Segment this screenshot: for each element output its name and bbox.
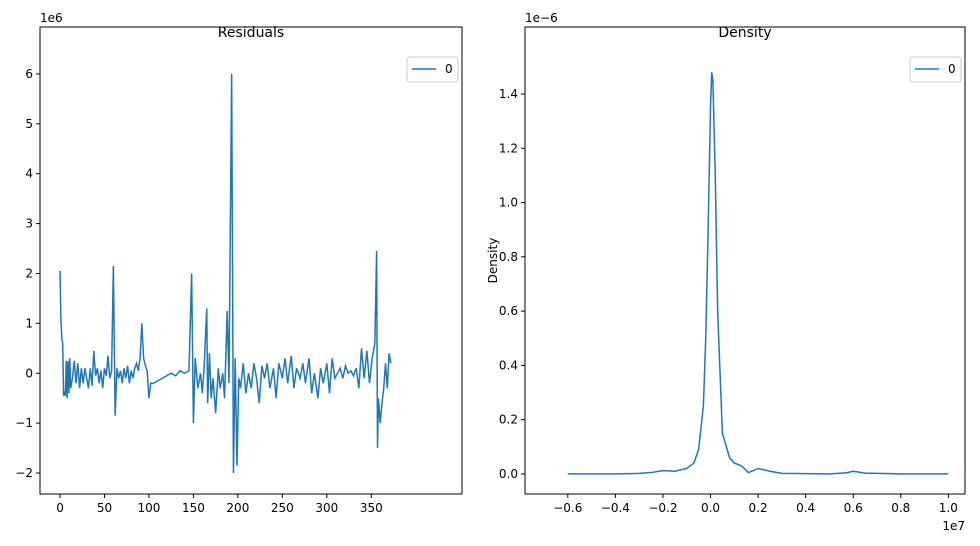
x-tick-label: 250 xyxy=(271,501,294,515)
x-tick-label: −0.6 xyxy=(553,501,582,515)
y-tick-label: 1.4 xyxy=(499,87,518,101)
x-offset-label: 1e7 xyxy=(942,519,965,533)
x-tick-label: 350 xyxy=(360,501,383,515)
data-line xyxy=(59,73,392,474)
y-tick-label: 1.0 xyxy=(499,196,518,210)
axes-frame xyxy=(524,26,966,495)
legend-label: 0 xyxy=(445,62,453,76)
y-tick-label: 0.6 xyxy=(499,304,518,318)
y-tick-label: 1.2 xyxy=(499,141,518,155)
y-tick-label: 0.0 xyxy=(499,467,518,481)
chart-title: Residuals xyxy=(218,25,284,41)
x-tick-label: 0.0 xyxy=(701,501,720,515)
y-tick-label: 0.4 xyxy=(499,358,518,372)
y-tick-label: 2 xyxy=(25,266,33,280)
x-tick-label: 50 xyxy=(97,501,112,515)
data-line xyxy=(567,72,949,475)
legend-label: 0 xyxy=(948,62,956,76)
x-tick-label: 0.4 xyxy=(796,501,815,515)
x-tick-label: −0.2 xyxy=(648,501,677,515)
y-tick-label: 6 xyxy=(25,67,33,81)
axes-frame xyxy=(39,26,463,495)
x-tick-label: 100 xyxy=(137,501,160,515)
y-tick-label: 5 xyxy=(25,117,33,131)
axes: Density −0.6 −0.4 −0.2 0.0 0.2 0.4 0.6 0.8 1.0 0.0… xyxy=(486,11,966,533)
x-tick-label: 1.0 xyxy=(939,501,958,515)
y-axis-label: Density xyxy=(486,238,500,284)
x-tick-label: −0.4 xyxy=(601,501,630,515)
y-offset-label: 1e6 xyxy=(40,11,63,25)
x-tick-label: 0 xyxy=(56,501,64,515)
x-tick-label: 300 xyxy=(315,501,338,515)
y-tick-label: 1 xyxy=(25,316,33,330)
y-tick-label: 0.2 xyxy=(499,413,518,427)
y-tick-label: 0 xyxy=(25,366,33,380)
y-tick-label: −1 xyxy=(15,416,33,430)
x-tick-label: 200 xyxy=(226,501,249,515)
x-tick-label: 150 xyxy=(182,501,205,515)
x-tick-label: 0.8 xyxy=(891,501,910,515)
y-tick-label: 0.8 xyxy=(499,250,518,264)
y-tick-label: −2 xyxy=(15,466,33,480)
x-tick-label: 0.2 xyxy=(749,501,768,515)
chart-title: Density xyxy=(718,25,771,41)
y-tick-label: 4 xyxy=(25,167,33,181)
y-tick-label: 3 xyxy=(25,217,33,231)
y-offset-label: 1e−6 xyxy=(525,11,558,25)
x-tick-label: 0.6 xyxy=(844,501,863,515)
